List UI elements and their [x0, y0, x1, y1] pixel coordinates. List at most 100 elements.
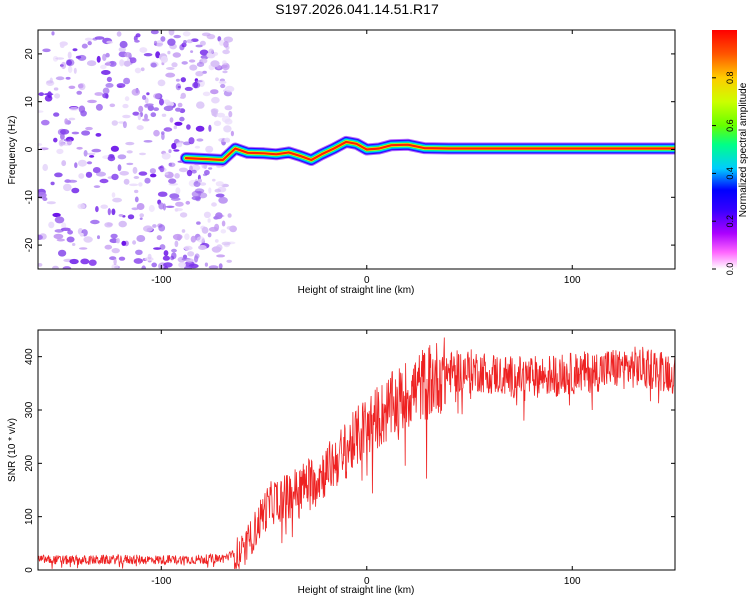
y-tick-label: 200	[24, 455, 35, 472]
noise-blob	[43, 93, 54, 96]
noise-blob	[72, 48, 78, 52]
noise-blob	[178, 167, 188, 173]
noise-blob	[123, 77, 131, 85]
y-tick-label: 300	[24, 401, 35, 418]
noise-blob	[52, 212, 61, 218]
noise-blob	[132, 240, 137, 245]
noise-blob	[102, 87, 110, 95]
noise-blob	[76, 146, 83, 150]
noise-blob	[195, 80, 203, 83]
noise-blob	[158, 202, 165, 210]
noise-blob	[166, 67, 175, 70]
noise-blob	[215, 77, 219, 82]
noise-blob	[190, 50, 194, 53]
noise-blob	[171, 62, 178, 68]
noise-blob	[38, 263, 43, 267]
noise-blob	[73, 67, 77, 74]
noise-blob	[160, 55, 168, 64]
noise-blob	[182, 254, 188, 259]
noise-blob	[111, 173, 119, 181]
colorbar-bar	[712, 30, 737, 269]
noise-blob	[65, 59, 75, 67]
noise-blob	[187, 251, 195, 257]
noise-blob	[117, 154, 127, 160]
noise-blob	[207, 232, 212, 238]
noise-blob	[224, 118, 233, 125]
noise-blob	[183, 245, 193, 251]
noise-blob	[96, 55, 101, 63]
noise-blob	[116, 238, 120, 244]
noise-blob	[60, 227, 71, 231]
noise-blob	[38, 92, 44, 96]
noise-blob	[105, 52, 110, 58]
noise-blob	[83, 236, 93, 243]
y-tick-label: 10	[24, 96, 35, 108]
x-tick-label: -100	[151, 576, 171, 587]
noise-blob	[208, 124, 212, 132]
noise-blob	[226, 226, 233, 230]
noise-blob	[172, 233, 183, 241]
noise-blob	[150, 30, 159, 35]
noise-blob	[126, 150, 133, 154]
noise-blob	[176, 142, 183, 148]
noise-blob	[182, 31, 191, 37]
noise-blob	[61, 160, 67, 167]
noise-blob	[92, 167, 101, 174]
noise-blob	[142, 95, 147, 100]
noise-blob	[61, 222, 67, 229]
noise-blob	[230, 130, 234, 137]
noise-blob	[85, 126, 93, 131]
noise-blob	[205, 145, 214, 153]
y-tick-label: -10	[24, 190, 35, 205]
noise-blob	[147, 253, 152, 260]
noise-blob	[139, 47, 148, 53]
noise-blob	[123, 60, 131, 67]
noise-blob	[62, 266, 72, 269]
noise-blob	[222, 60, 227, 66]
noise-blob	[157, 79, 166, 87]
noise-blob	[161, 133, 165, 140]
noise-blob	[135, 33, 141, 38]
noise-blob	[218, 263, 223, 269]
colorbar-tick-label: 0.2	[725, 215, 735, 228]
noise-blob	[117, 164, 122, 172]
snr-content	[38, 337, 675, 570]
noise-blob	[81, 130, 91, 136]
noise-blob	[216, 254, 226, 258]
noise-blob	[211, 202, 217, 207]
noise-blob	[147, 105, 154, 111]
y-tick-label: 400	[24, 348, 35, 365]
noise-blob	[104, 62, 112, 66]
noise-blob	[134, 189, 139, 194]
noise-blob	[171, 248, 177, 253]
noise-blob	[136, 235, 146, 242]
noise-blob	[153, 107, 160, 111]
noise-blob	[224, 137, 231, 143]
noise-blob	[175, 187, 181, 195]
noise-blob	[177, 102, 183, 108]
noise-blob	[152, 224, 157, 228]
noise-blob	[156, 235, 162, 241]
noise-blob	[71, 187, 80, 194]
noise-blob	[122, 121, 127, 129]
noise-blob	[168, 149, 172, 154]
noise-blob	[119, 171, 129, 176]
noise-blob	[80, 110, 87, 117]
noise-blob	[171, 197, 181, 201]
noise-blob	[129, 57, 137, 64]
noise-blob	[145, 103, 154, 107]
noise-blob	[77, 83, 84, 89]
noise-blob	[180, 92, 186, 99]
noise-blob	[105, 83, 114, 88]
noise-blob	[158, 224, 166, 232]
noise-blob	[167, 38, 176, 46]
snr-series-line	[38, 337, 675, 570]
noise-blob	[222, 49, 230, 55]
noise-blob	[126, 162, 134, 166]
noise-blob	[118, 47, 127, 52]
noise-blob	[174, 121, 183, 126]
noise-blob	[166, 101, 174, 107]
noise-blob	[56, 238, 65, 242]
noise-blob	[53, 112, 60, 117]
noise-blob	[69, 106, 79, 111]
